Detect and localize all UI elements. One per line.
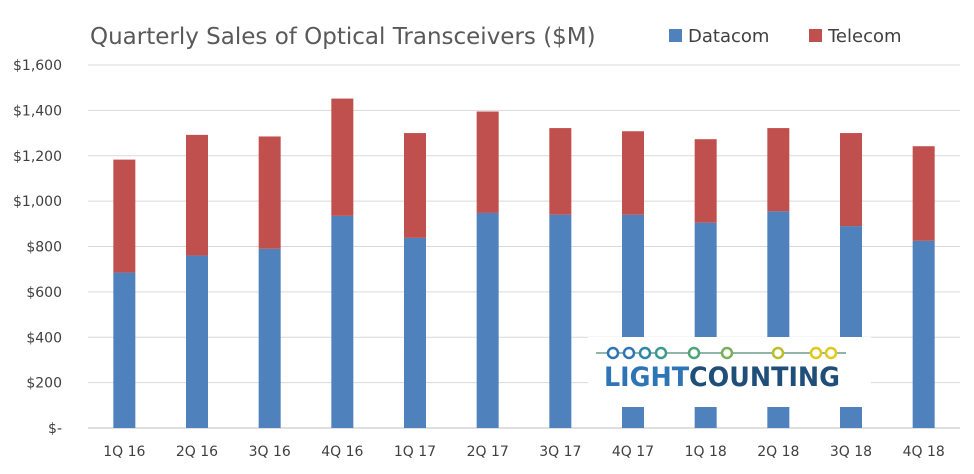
- x-tick-label: 3Q 17: [539, 444, 581, 460]
- logo-ring: [654, 346, 668, 360]
- bar-datacom: [258, 248, 281, 428]
- watermark-logo: LIGHTCOUNTING: [588, 337, 871, 407]
- logo-ring: [638, 346, 652, 360]
- x-tick-label: 3Q 16: [249, 444, 291, 460]
- bar-telecom: [694, 139, 717, 223]
- y-tick-label: $1,000: [13, 194, 62, 210]
- x-axis-ticks: 1Q 16 2Q 16 3Q 16 4Q 16 1Q 17 2Q 17 3Q 17 4Q 17…: [103, 444, 945, 460]
- x-tick-label: 2Q 16: [176, 444, 218, 460]
- bar-telecom: [113, 159, 136, 273]
- y-tick-label: $-: [48, 421, 62, 437]
- x-tick-label: 3Q 18: [830, 444, 872, 460]
- x-tick-label: 4Q 17: [612, 444, 654, 460]
- y-tick-label: $800: [26, 240, 62, 256]
- y-axis-ticks: $- $200 $400 $600 $800 $1,000 $1,200 $1,400 $1,6…: [13, 58, 62, 437]
- bar-datacom: [912, 240, 935, 428]
- bar-telecom: [476, 111, 499, 213]
- legend-swatch-telecom: [809, 29, 822, 42]
- bar-telecom: [840, 133, 862, 227]
- y-tick-label: $200: [26, 376, 62, 392]
- y-tick-label: $1,400: [13, 103, 62, 119]
- gridlines: [88, 64, 960, 429]
- logo-wordmark: LIGHTCOUNTING: [604, 362, 840, 393]
- bar-datacom: [113, 272, 136, 428]
- legend-swatch-datacom: [669, 29, 682, 42]
- bar-telecom: [912, 146, 935, 241]
- x-tick-label: 2Q 18: [757, 444, 799, 460]
- logo-ring: [771, 346, 785, 360]
- bar-telecom: [767, 128, 790, 212]
- logo-ring: [720, 346, 734, 360]
- x-tick-label: 4Q 16: [321, 444, 363, 460]
- bar-datacom: [404, 237, 426, 428]
- x-tick-label: 2Q 17: [467, 444, 509, 460]
- logo-ring: [824, 346, 838, 360]
- bar-telecom: [549, 128, 572, 215]
- bar-telecom: [622, 131, 644, 215]
- bar-datacom: [331, 215, 354, 428]
- logo-ring: [622, 346, 636, 360]
- logo-ring: [687, 346, 701, 360]
- bar-datacom: [186, 255, 208, 428]
- chart-title: Quarterly Sales of Optical Transceivers …: [90, 24, 596, 50]
- bar-datacom: [476, 212, 499, 428]
- x-tick-label: 1Q 17: [394, 444, 436, 460]
- bar-telecom: [258, 136, 281, 249]
- bar-telecom: [331, 98, 354, 216]
- y-tick-label: $600: [26, 285, 62, 301]
- logo-ring: [606, 346, 620, 360]
- y-tick-label: $1,600: [13, 58, 62, 74]
- bar-telecom: [186, 134, 208, 256]
- legend-label-datacom: Datacom: [688, 26, 769, 47]
- x-tick-label: 4Q 18: [903, 444, 945, 460]
- legend-label-telecom: Telecom: [827, 26, 902, 47]
- logo-chain-icon: [596, 346, 846, 360]
- bar-datacom: [549, 214, 572, 428]
- x-tick-label: 1Q 16: [103, 444, 145, 460]
- y-tick-label: $400: [26, 330, 62, 346]
- x-tick-label: 1Q 18: [685, 444, 727, 460]
- bar-telecom: [404, 133, 426, 238]
- logo-ring: [809, 346, 823, 360]
- y-tick-label: $1,200: [13, 149, 62, 165]
- legend: Datacom Telecom: [669, 26, 902, 47]
